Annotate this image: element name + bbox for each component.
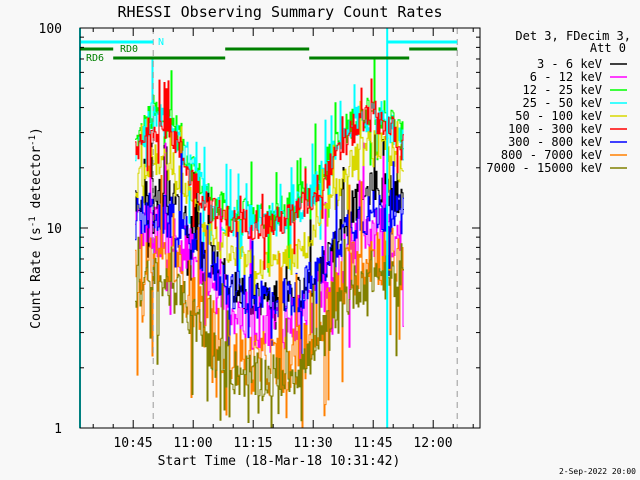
x-tick-label-1145: 11:45: [353, 436, 392, 451]
x-axis-label: Start Time (18-Mar-18 10:31:42): [158, 454, 401, 469]
y-axis-label: Count Rate (s-1 detector-1): [28, 127, 44, 329]
x-tick-label-1130: 11:30: [293, 436, 332, 451]
series-layer: [135, 58, 404, 429]
rd0-label: RD0: [120, 44, 138, 55]
legend-label: 800 - 7000 keV: [501, 148, 602, 162]
legend-label: 300 - 800 keV: [508, 135, 602, 149]
legend-header-line2: Att 0: [590, 41, 626, 55]
x-tick-label-1100: 11:00: [173, 436, 212, 451]
y-tick-label-1: 1: [54, 422, 62, 437]
x-tick-label-1200: 12:00: [413, 436, 452, 451]
y-tick-label-10: 10: [46, 222, 62, 237]
x-tick-label-1045: 10:45: [113, 436, 152, 451]
series-line-300to800keV: [135, 153, 404, 363]
rd6-label: RD6: [86, 53, 104, 64]
legend-label: 12 - 25 keV: [523, 83, 602, 97]
x-tick-label-1115: 11:15: [233, 436, 272, 451]
chart-title: RHESSI Observing Summary Count Rates: [117, 3, 442, 21]
y-tick-label-100: 100: [39, 22, 62, 37]
legend-label: 3 - 6 keV: [537, 57, 602, 71]
legend-label: 25 - 50 keV: [523, 96, 602, 110]
legend-label: 6 - 12 keV: [530, 70, 602, 84]
legend-header-line1: Det 3, FDecim 3,: [515, 29, 631, 43]
series-line-100to300keV: [135, 78, 404, 270]
axis-layer: [80, 27, 480, 429]
legend-label: 7000 - 15000 keV: [486, 161, 602, 175]
legend-label: 100 - 300 keV: [508, 122, 602, 136]
series-line-50to100keV: [135, 100, 404, 295]
legend-label: 50 - 100 keV: [515, 109, 602, 123]
night-label: N: [158, 37, 164, 48]
series-line-7000to15000keV: [135, 236, 404, 429]
footer-date: 2-Sep-2022 20:00: [559, 467, 636, 476]
